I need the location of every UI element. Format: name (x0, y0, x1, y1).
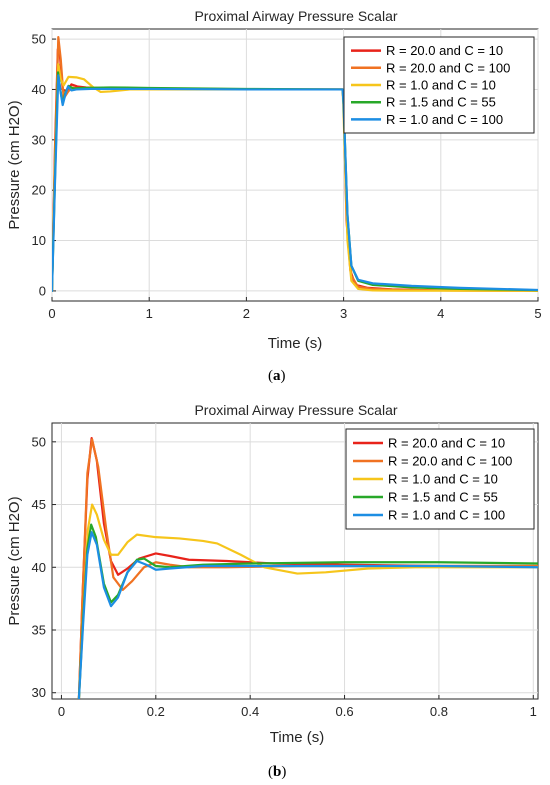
chart-b-xtick-label-0: 0 (58, 704, 65, 719)
chart-a-xtick-label-3: 3 (340, 306, 347, 321)
chart-a-legend-label-1: R = 20.0 and C = 100 (386, 60, 510, 75)
chart-a-xtick-label-5: 5 (534, 306, 541, 321)
chart-b-ytick-label-4: 50 (32, 434, 46, 449)
chart-a-ylabel: Pressure (cm H2O) (6, 100, 23, 229)
chart-a-lines (52, 35, 538, 293)
chart-b-series-line-2 (77, 503, 538, 699)
chart-a-legend-label-4: R = 1.0 and C = 100 (386, 112, 503, 127)
chart-a-ytick-label-5: 50 (32, 32, 46, 47)
chart-b-legend-label-2: R = 1.0 and C = 10 (388, 472, 498, 487)
chart-a-ytick-label-0: 0 (39, 283, 46, 298)
chart-b-title: Proximal Airway Pressure Scalar (194, 402, 397, 418)
chart-a-xtick-label-1: 1 (146, 306, 153, 321)
chart-b-ticks: 0 0.2 0.4 0.6 0.8 1 30 35 40 45 50 (32, 434, 537, 719)
chart-b-ytick-label-2: 40 (32, 560, 46, 575)
chart-b-lines (77, 436, 538, 699)
chart-b-ylabel: Pressure (cm H2O) (6, 496, 23, 625)
chart-a-caption: (a) (268, 368, 286, 384)
chart-a-ytick-label-2: 20 (32, 183, 46, 198)
chart-b-ytick-label-0: 30 (32, 685, 46, 700)
chart-b-xtick-label-5: 1 (530, 704, 537, 719)
chart-b-xtick-label-2: 0.4 (241, 704, 259, 719)
chart-a: Proximal Airway Pressure Scalar 0 1 2 3 4 501… (6, 8, 542, 384)
chart-b-ytick-label-1: 35 (32, 623, 46, 638)
chart-b-ytick-label-3: 45 (32, 497, 46, 512)
chart-b-caption: (b) (268, 764, 286, 780)
chart-b-xtick-label-1: 0.2 (147, 704, 165, 719)
chart-a-xlabel: Time (s) (268, 335, 322, 352)
chart-a-ytick-label-4: 40 (32, 82, 46, 97)
chart-a-legend-label-2: R = 1.0 and C = 10 (386, 78, 496, 93)
chart-a-title: Proximal Airway Pressure Scalar (194, 8, 397, 24)
chart-a-legend-label-0: R = 20.0 and C = 10 (386, 43, 503, 58)
chart-b-grid (52, 423, 538, 699)
chart-a-xtick-label-2: 2 (243, 306, 250, 321)
chart-b-series-line-4 (77, 531, 538, 699)
chart-a-series-line-2 (52, 63, 538, 293)
chart-a-ytick-label-3: 30 (32, 132, 46, 147)
chart-b-legend-label-0: R = 20.0 and C = 10 (388, 436, 505, 451)
chart-b-xlabel: Time (s) (270, 729, 324, 746)
chart-b-xtick-label-3: 0.6 (336, 704, 354, 719)
chart-b: Proximal Airway Pressure Scalar 0 0.2 0.4 0… (6, 402, 539, 780)
chart-b-legend-label-4: R = 1.0 and C = 100 (388, 508, 505, 523)
chart-a-xtick-label-0: 0 (48, 306, 55, 321)
chart-a-legend-label-3: R = 1.5 and C = 55 (386, 95, 496, 110)
chart-a-legend: R = 20.0 and C = 10 R = 20.0 and C = 100 R… (343, 36, 535, 134)
chart-b-legend: R = 20.0 and C = 10 R = 20.0 and C = 100 R… (345, 428, 535, 530)
chart-a-series-line-4 (52, 74, 538, 293)
chart-b-xtick-label-4: 0.8 (430, 704, 448, 719)
chart-a-xtick-label-4: 4 (437, 306, 444, 321)
chart-b-legend-label-3: R = 1.5 and C = 55 (388, 490, 498, 505)
chart-a-ytick-label-1: 10 (32, 233, 46, 248)
chart-b-legend-label-1: R = 20.0 and C = 100 (388, 454, 512, 469)
